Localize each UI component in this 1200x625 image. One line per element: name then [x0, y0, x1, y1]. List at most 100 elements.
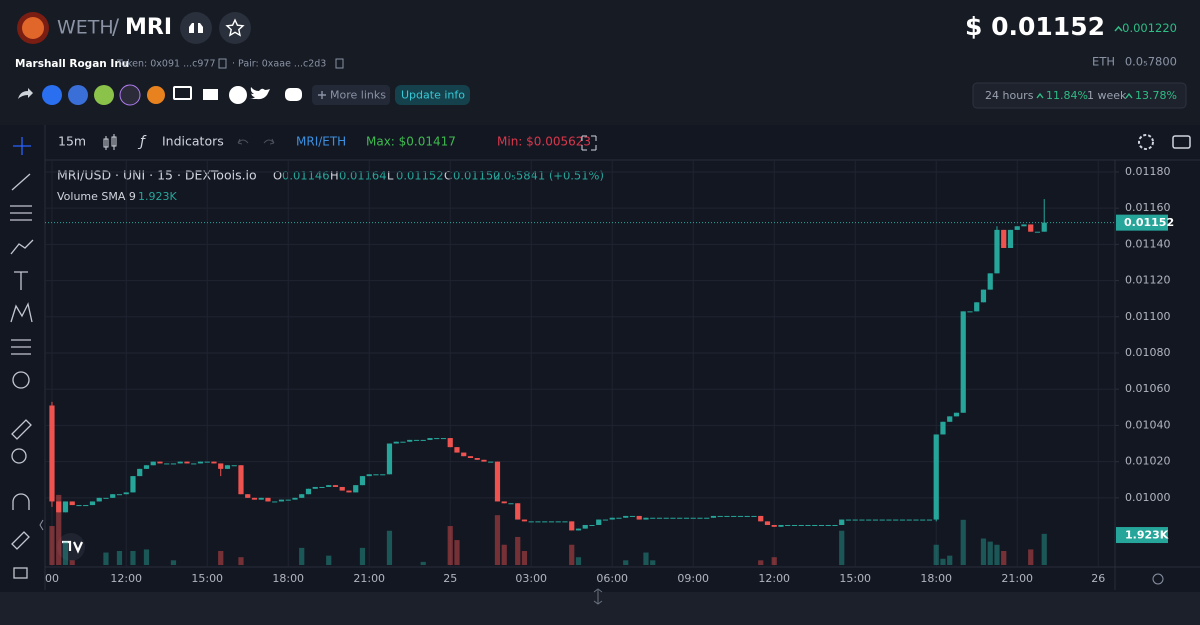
copy-token[interactable] [218, 58, 227, 69]
etherscan-icon[interactable] [119, 84, 141, 106]
chart-type-button[interactable] [103, 134, 117, 150]
stat-change: 13.78% [1135, 89, 1177, 102]
candle-body [785, 524, 791, 526]
indicators-button[interactable]: Indicators [162, 134, 224, 149]
fullscreen-button[interactable] [581, 135, 597, 151]
lock-drawing-tool[interactable] [11, 531, 30, 550]
pair-switch[interactable]: MRI/ETH [296, 135, 346, 149]
ohlc-key: L [387, 169, 394, 183]
email-icon[interactable] [203, 89, 218, 100]
axis-settings[interactable] [1152, 573, 1164, 585]
twitter-icon[interactable] [249, 87, 270, 100]
copy-pair[interactable] [335, 58, 344, 69]
collapse-tools[interactable] [39, 519, 44, 531]
volume-axis-label: 1.923K [1125, 529, 1169, 542]
candle-body [157, 461, 163, 464]
candle-body [650, 517, 656, 519]
candle-body [528, 521, 534, 523]
volume-bar [386, 530, 393, 565]
chart-title: MRI/USD · UNI · 15 · DEXTools.io [57, 168, 257, 183]
candle-body [184, 461, 190, 464]
candle-body [771, 524, 777, 527]
pattern-tool[interactable] [10, 302, 33, 323]
volume-bar [521, 550, 528, 565]
coinmarketcap-icon[interactable] [42, 85, 62, 105]
candle-body [744, 515, 750, 517]
redo-button[interactable] [263, 138, 275, 145]
candle-body [386, 443, 393, 475]
update-info-button[interactable] [395, 85, 470, 105]
candle-body [285, 499, 291, 501]
volume-bar [69, 560, 75, 565]
binoculars-icon [189, 23, 203, 33]
measure-tool[interactable] [11, 419, 32, 440]
candle-body [69, 501, 75, 506]
favorite-button[interactable] [219, 12, 251, 44]
candle-body [629, 515, 636, 517]
candle-body [245, 494, 251, 498]
candle-body [258, 497, 264, 500]
candle-body [953, 412, 960, 417]
candle-body [872, 519, 879, 521]
interval-button[interactable]: 15m [58, 134, 86, 149]
stat-change: 11.84% [1046, 89, 1088, 102]
website-icon[interactable] [173, 86, 192, 100]
candle-body [319, 486, 325, 488]
telegram-icon[interactable] [229, 86, 247, 104]
ohlc-value: 0.01164 [339, 169, 387, 183]
trendline-tool[interactable] [11, 173, 31, 191]
metamask-icon[interactable] [147, 86, 165, 104]
candle-body [440, 438, 447, 440]
zoom-tool[interactable] [11, 448, 27, 464]
magnet-tool[interactable] [12, 493, 30, 510]
resize-handle[interactable] [593, 588, 603, 605]
candle-body [339, 486, 345, 491]
candle-body [974, 302, 980, 312]
coingecko-icon[interactable] [94, 85, 114, 105]
undo-button[interactable] [237, 138, 249, 145]
prediction-tool[interactable] [11, 339, 31, 355]
chart-site-icon[interactable] [68, 85, 88, 105]
base-symbol: WETH [57, 17, 114, 39]
candle-body [299, 494, 305, 498]
candle-body [380, 474, 386, 476]
discord-icon[interactable] [285, 88, 302, 101]
candle-body [852, 519, 858, 521]
candle-body [110, 494, 116, 498]
ohlc-value: 0.01146 [282, 169, 330, 183]
fib-tool[interactable] [10, 205, 32, 221]
candle-body [636, 515, 642, 520]
candle-body [582, 524, 588, 529]
volume-bar [299, 547, 305, 565]
x-tick-label: 06:00 [596, 572, 628, 585]
volume-bar [103, 552, 109, 565]
candle-body [56, 501, 62, 513]
y-tick-label: 0.01140 [1125, 237, 1171, 250]
lock-tool[interactable] [13, 567, 28, 579]
candle-body [427, 438, 433, 440]
screenshot-button[interactable] [1172, 135, 1191, 149]
volume-bars [49, 494, 1047, 565]
candle-body [83, 505, 89, 507]
candle-body [265, 497, 271, 502]
candle-body [204, 461, 210, 463]
share-icon[interactable] [18, 88, 33, 99]
crosshair-tool[interactable] [13, 137, 31, 155]
binoculars-button[interactable] [180, 12, 212, 44]
icon-tool[interactable] [12, 371, 30, 389]
candle-body [845, 519, 852, 521]
y-tick-label: 0.01020 [1125, 455, 1171, 468]
candle-body [413, 439, 420, 441]
candle-body [980, 289, 987, 303]
volume-label: Volume SMA 9 [57, 190, 136, 203]
candle-body [967, 311, 973, 313]
quote-symbol: MRI [125, 15, 172, 40]
candle-body [326, 485, 332, 487]
y-tick-label: 0.01100 [1125, 310, 1171, 323]
more-links-button[interactable] [312, 85, 390, 105]
candle-body [251, 497, 258, 500]
candle-body [508, 503, 514, 505]
text-tool[interactable] [14, 271, 28, 290]
brush-tool[interactable] [10, 239, 34, 255]
settings-button[interactable] [1138, 134, 1154, 150]
